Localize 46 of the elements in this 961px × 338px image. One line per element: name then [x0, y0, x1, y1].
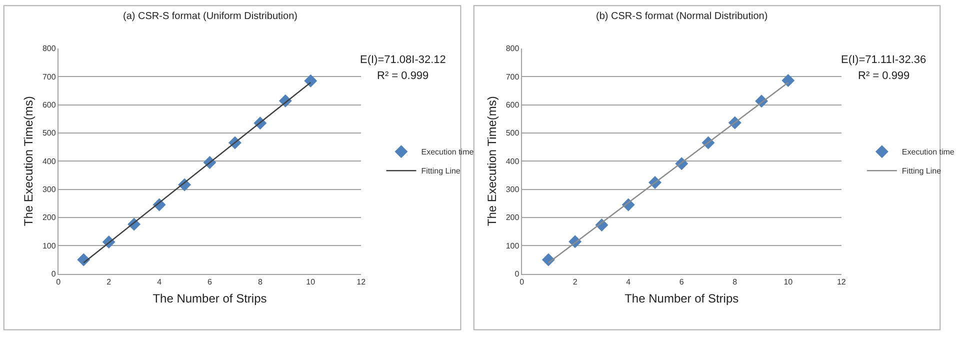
y-tick-label: 600	[42, 100, 56, 110]
y-tick-label: 800	[506, 44, 520, 54]
legend-label: Fitting Line	[902, 166, 942, 176]
x-tick-label: 4	[626, 277, 632, 286]
x-tick-label: 6	[679, 277, 684, 286]
point	[782, 74, 795, 88]
x-tick-label: 12	[356, 277, 366, 286]
y-tick-label: 0	[51, 270, 56, 279]
x-axis-title: The Number of Strips	[152, 291, 267, 306]
x-tick-label: 8	[258, 277, 263, 286]
y-tick-label: 700	[42, 72, 56, 82]
y-tick-label: 800	[42, 44, 56, 54]
y-tick-label: 200	[506, 213, 520, 222]
text: R² = 0.999	[377, 70, 429, 82]
y-axis-title: The Execution Time(ms)	[485, 96, 500, 226]
legend-label: Fitting Line	[421, 166, 461, 176]
x-tick-label: 4	[157, 277, 162, 286]
annotation: E(I)=71.11I-32.36	[841, 54, 926, 66]
y-tick-label: 700	[506, 72, 520, 82]
chart-title: (a) CSR-S format (Uniform Distribution)	[123, 11, 298, 22]
y-tick-label: 100	[42, 241, 56, 250]
y-tick-label: 300	[42, 185, 56, 194]
y-tick-label: 200	[42, 213, 56, 222]
text: R² = 0.999	[858, 70, 910, 82]
y-axis-title: The Execution Time(ms)	[22, 96, 36, 226]
y-tick-label: 300	[506, 185, 520, 194]
point	[304, 74, 318, 88]
y-tick-label: 600	[506, 100, 520, 110]
y-tick-label: 500	[42, 128, 56, 138]
x-tick-label: 8	[732, 277, 738, 286]
y-tick-label: 400	[42, 156, 56, 166]
legend-label: Execution time	[902, 148, 955, 157]
y-tick-label: 400	[506, 156, 520, 166]
y-tick-label: 0	[514, 270, 520, 279]
x-axis-title: The Number of Strips	[624, 291, 739, 306]
y-tick-label: 500	[506, 128, 520, 138]
x-tick-label: 10	[306, 277, 316, 286]
annotation: E(I)=71.08I-32.12	[360, 54, 446, 66]
y-tick-label: 100	[506, 241, 520, 250]
x-tick-label: 2	[572, 277, 578, 286]
chart-title: (b) CSR-S format (Normal Distribution)	[596, 11, 768, 22]
legend-label: Execution time	[421, 148, 474, 157]
x-tick-label: 12	[836, 277, 846, 286]
x-tick-label: 2	[106, 277, 112, 286]
x-tick-label: 10	[784, 277, 794, 286]
x-tick-label: 6	[208, 277, 213, 286]
